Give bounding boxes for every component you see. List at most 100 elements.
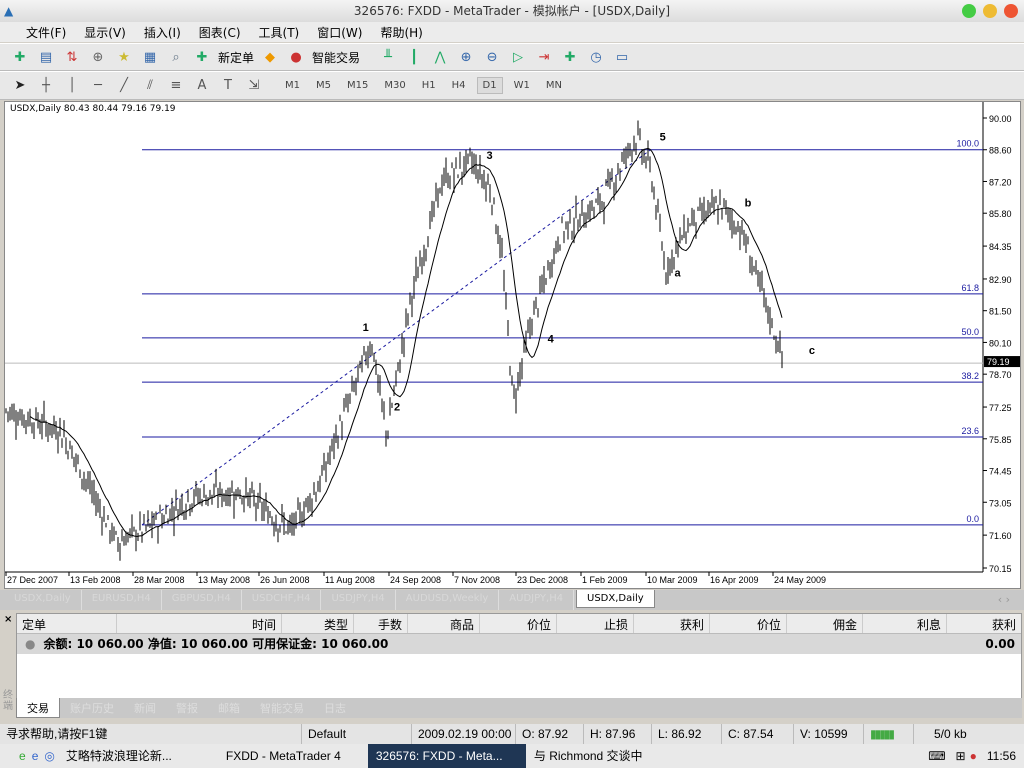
col-tp[interactable]: 获利: [634, 614, 710, 633]
menu-file[interactable]: 文件(F): [26, 25, 67, 40]
profile-name[interactable]: Default: [302, 724, 412, 744]
timeframe-h1[interactable]: H1: [421, 80, 436, 91]
col-current-price[interactable]: 价位: [710, 614, 787, 633]
ie-icon[interactable]: e: [19, 749, 26, 763]
warning-icon[interactable]: ◆: [265, 49, 276, 65]
col-sl[interactable]: 止损: [557, 614, 634, 633]
timeframe-h4[interactable]: H4: [451, 80, 466, 91]
minimize-button[interactable]: [962, 4, 976, 18]
timeframe-m15[interactable]: M15: [347, 80, 369, 91]
col-symbol[interactable]: 商品: [408, 614, 480, 633]
menu-window[interactable]: 窗口(W): [317, 25, 363, 40]
col-type[interactable]: 类型: [282, 614, 354, 633]
keyboard-icon[interactable]: ⌨: [928, 749, 946, 763]
timeframe-m5[interactable]: M5: [316, 80, 331, 91]
horizontal-line-icon[interactable]: ─: [94, 78, 102, 93]
menu-tools[interactable]: 工具(T): [258, 25, 300, 40]
qq-icon[interactable]: ●: [969, 749, 977, 763]
menu-help[interactable]: 帮助(H): [380, 25, 423, 40]
y-tick-label: 85.80: [989, 209, 1012, 219]
taskbar-item[interactable]: 艾略特波浪理论新...: [65, 749, 172, 763]
wave-label: c: [809, 345, 815, 357]
tray-plus-icon[interactable]: ⊞: [955, 749, 966, 763]
close-button[interactable]: [1004, 4, 1018, 18]
chart-shift-icon[interactable]: ⇥: [538, 49, 550, 65]
expert-advisors-button[interactable]: 智能交易: [312, 50, 361, 65]
cursor-icon[interactable]: ➤: [14, 78, 26, 93]
expert-advisors-icon[interactable]: ●: [290, 49, 302, 65]
fibonacci-level-label: 0.0: [966, 514, 979, 524]
terminal-icon[interactable]: ▦: [143, 49, 157, 65]
menu-view[interactable]: 显示(V): [84, 25, 126, 40]
timeframe-m1[interactable]: M1: [285, 80, 300, 91]
tab-journal[interactable]: 日志: [324, 702, 346, 715]
col-time[interactable]: 时间: [117, 614, 282, 633]
col-swap[interactable]: 利息: [863, 614, 947, 633]
market-watch-icon[interactable]: ⇅: [66, 49, 78, 65]
chart-tab[interactable]: EURUSD,H4: [82, 590, 162, 610]
zoom-out-icon[interactable]: ⊖: [486, 49, 498, 65]
profiles-icon[interactable]: ▤: [39, 49, 53, 65]
new-order-icon[interactable]: ✚: [196, 49, 208, 65]
chart-tab-active[interactable]: USDX,Daily: [576, 590, 655, 608]
tab-account-history[interactable]: 账户历史: [70, 702, 114, 715]
menu-charts[interactable]: 图表(C): [198, 25, 241, 40]
timeframe-mn[interactable]: MN: [545, 80, 562, 91]
chart-canvas[interactable]: 90.00 88.60 87.20 85.80 84.35 82.90 81.50 80.10…: [5, 102, 1022, 590]
tab-scroll-arrows-icon[interactable]: ‹ ›: [997, 593, 1010, 606]
text-label-icon[interactable]: T: [224, 78, 232, 93]
line-chart-icon[interactable]: ⋀: [434, 49, 446, 65]
chart-tab[interactable]: USDCHF,H4: [242, 590, 322, 610]
chart-tab[interactable]: USDJPY,H4: [321, 590, 396, 610]
templates-icon[interactable]: ▭: [615, 49, 629, 65]
arrows-icon[interactable]: ⇲: [248, 78, 260, 93]
col-order[interactable]: 定单: [17, 614, 117, 633]
app-quicklaunch-icon[interactable]: ◎: [44, 749, 55, 763]
crosshair-icon[interactable]: ┼: [42, 78, 50, 93]
chart-tab[interactable]: AUDUSD,Weekly: [396, 590, 500, 610]
fibonacci-icon[interactable]: ≡: [170, 78, 182, 93]
terminal-close-icon[interactable]: ×: [4, 614, 13, 625]
timeframe-d1[interactable]: D1: [476, 77, 503, 94]
bar-chart-icon[interactable]: ╨: [384, 49, 392, 65]
menu-insert[interactable]: 插入(I): [143, 25, 181, 40]
zoom-in-icon[interactable]: ⊕: [460, 49, 472, 65]
text-icon[interactable]: A: [197, 78, 207, 93]
timeframe-m30[interactable]: M30: [384, 80, 406, 91]
strategy-tester-icon[interactable]: ⌕: [172, 49, 180, 65]
candlestick-icon[interactable]: ┃: [410, 49, 418, 65]
start-apple-icon[interactable]: [0, 744, 16, 768]
col-commission[interactable]: 佣金: [787, 614, 863, 633]
taskbar-item[interactable]: 与 Richmond 交谈中: [533, 749, 643, 763]
maximize-button[interactable]: [983, 4, 997, 18]
col-profit[interactable]: 获利: [991, 618, 1016, 632]
new-order-button[interactable]: 新定单: [218, 50, 255, 65]
periods-icon[interactable]: ◷: [590, 49, 602, 65]
chart-tab[interactable]: USDX,Daily: [4, 590, 82, 610]
chart-tab[interactable]: AUDJPY,H4: [499, 590, 575, 610]
taskbar-item[interactable]: FXDD - MetaTrader 4: [225, 749, 341, 763]
new-chart-icon[interactable]: ✚: [14, 49, 26, 65]
crosshair-nav-icon[interactable]: ⊕: [92, 49, 104, 65]
col-size[interactable]: 手数: [354, 614, 408, 633]
col-price[interactable]: 价位: [480, 614, 557, 633]
trendline-icon[interactable]: ╱: [120, 78, 128, 93]
chart-tab[interactable]: GBPUSD,H4: [162, 590, 242, 610]
tab-mailbox[interactable]: 邮箱: [218, 702, 240, 715]
timeframe-w1[interactable]: W1: [513, 80, 530, 91]
equidistant-channel-icon[interactable]: ⫽: [147, 78, 153, 93]
navigator-icon[interactable]: ★: [118, 49, 130, 65]
tab-trade[interactable]: 交易: [16, 698, 60, 718]
browser-icon[interactable]: e: [31, 749, 39, 763]
price-chart[interactable]: 90.00 88.60 87.20 85.80 84.35 82.90 81.50 80.10…: [4, 101, 1021, 589]
terminal-side-label: 终端: [3, 690, 13, 712]
auto-scroll-icon[interactable]: ▷: [513, 49, 524, 65]
tab-news[interactable]: 新闻: [134, 702, 156, 715]
y-tick-label: 88.60: [989, 146, 1012, 156]
tab-alerts[interactable]: 警报: [176, 702, 198, 715]
tab-experts[interactable]: 智能交易: [260, 702, 304, 715]
taskbar-item-active[interactable]: 326576: FXDD - Meta...: [367, 744, 526, 768]
connection-status-icon[interactable]: ▮▮▮▮▮: [864, 724, 914, 744]
indicators-icon[interactable]: ✚: [564, 49, 576, 65]
vertical-line-icon[interactable]: │: [68, 78, 76, 93]
